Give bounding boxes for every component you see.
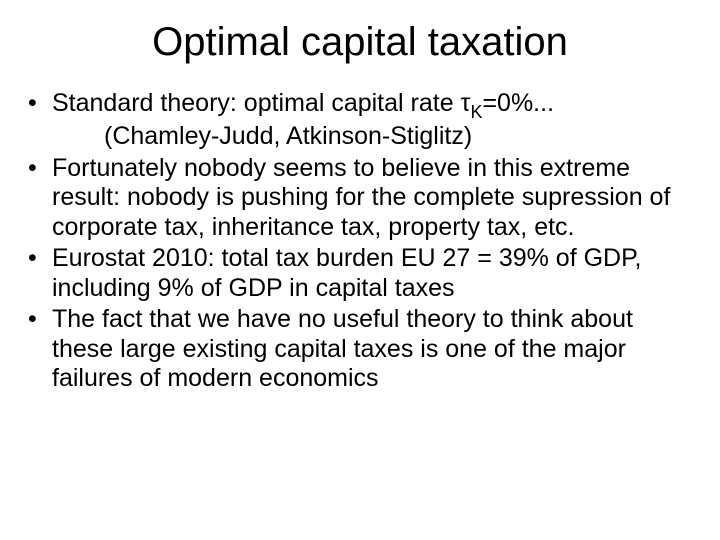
bullet-text: Fortunately nobody seems to believe in t… (52, 154, 670, 241)
slide-title: Optimal capital taxation (20, 20, 700, 65)
bullet-text: The fact that we have no useful theory t… (52, 305, 633, 392)
subscript: K (470, 102, 482, 122)
bullet-text-part: =0%... (482, 89, 554, 117)
bullet-text: Eurostat 2010: total tax burden EU 27 = … (52, 244, 642, 302)
bullet-item: The fact that we have no useful theory t… (24, 305, 700, 394)
bullet-list: Standard theory: optimal capital rate τK… (20, 89, 700, 394)
bullet-item: Standard theory: optimal capital rate τK… (24, 89, 700, 152)
bullet-indented-line: (Chamley-Judd, Atkinson-Stiglitz) (52, 122, 700, 152)
bullet-item: Fortunately nobody seems to believe in t… (24, 154, 700, 243)
bullet-text-part: Standard theory: optimal capital rate τ (52, 89, 470, 117)
slide: Optimal capital taxation Standard theory… (0, 0, 720, 540)
bullet-item: Eurostat 2010: total tax burden EU 27 = … (24, 244, 700, 303)
